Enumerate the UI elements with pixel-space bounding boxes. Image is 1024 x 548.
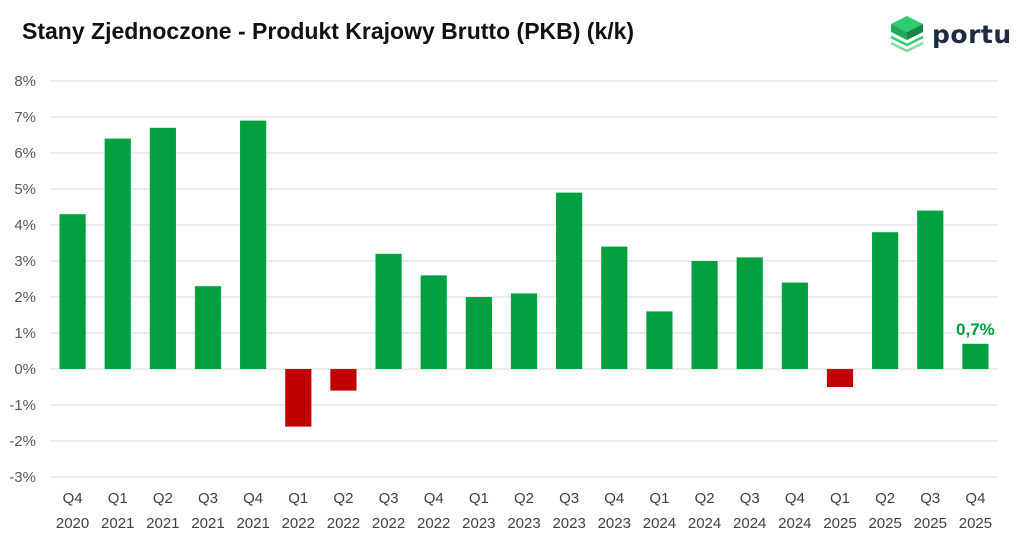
logo-text: portu	[932, 19, 1012, 49]
x-tick-label: Q2	[695, 490, 715, 507]
bar	[59, 214, 86, 369]
x-tick-label: 2025	[914, 515, 947, 532]
x-tick-label: 2023	[462, 515, 495, 532]
x-tick-label: 2024	[778, 515, 811, 532]
y-tick-label: -3%	[9, 469, 36, 486]
x-tick-label: 2021	[101, 515, 134, 532]
bar	[465, 297, 492, 369]
bar	[285, 369, 312, 427]
portu-logo: portu	[888, 14, 1012, 54]
x-tick-label: Q4	[424, 490, 444, 507]
bar	[781, 282, 808, 369]
y-tick-label: -1%	[9, 397, 36, 414]
x-tick-label: 2025	[823, 515, 856, 532]
bar	[240, 120, 267, 369]
y-tick-label: 5%	[14, 181, 36, 198]
x-tick-label: Q4	[965, 490, 985, 507]
x-tick-label: Q1	[830, 490, 850, 507]
x-tick-label: 2022	[282, 515, 315, 532]
bar	[510, 293, 538, 369]
bar	[917, 210, 944, 369]
x-tick-label: Q1	[469, 490, 489, 507]
bar	[601, 246, 628, 369]
x-tick-label: Q3	[379, 490, 399, 507]
y-tick-label: 2%	[14, 289, 36, 306]
bar	[375, 253, 402, 369]
y-tick-label: 3%	[14, 253, 36, 270]
x-tick-label: 2023	[598, 515, 631, 532]
x-tick-label: 2021	[236, 515, 269, 532]
x-tick-label: Q1	[108, 490, 128, 507]
x-tick-label: 2022	[372, 515, 405, 532]
bar	[149, 127, 176, 369]
x-tick-label: 2023	[507, 515, 540, 532]
bar	[104, 138, 131, 369]
x-tick-label: 2021	[146, 515, 179, 532]
y-tick-label: 1%	[14, 325, 36, 342]
bar	[194, 286, 222, 369]
x-tick-label: 2023	[552, 515, 585, 532]
data-label: 0,7%	[956, 320, 995, 339]
y-tick-label: 7%	[14, 109, 36, 126]
x-tick-label: 2022	[327, 515, 360, 532]
x-tick-label: 2024	[688, 515, 721, 532]
x-tick-label: Q2	[514, 490, 534, 507]
bar	[962, 343, 989, 369]
bar	[826, 369, 854, 387]
x-tick-label: 2024	[643, 515, 676, 532]
y-tick-label: 6%	[14, 145, 36, 162]
x-tick-label: 2021	[191, 515, 224, 532]
y-tick-label: -2%	[9, 433, 36, 450]
x-tick-label: Q3	[198, 490, 218, 507]
bar	[736, 257, 763, 369]
bar	[420, 275, 447, 369]
x-tick-label: Q4	[63, 490, 83, 507]
x-tick-label: Q1	[288, 490, 308, 507]
x-tick-label: Q4	[604, 490, 624, 507]
chart-title: Stany Zjednoczone - Produkt Krajowy Brut…	[22, 18, 635, 44]
x-tick-label: Q1	[649, 490, 669, 507]
x-tick-label: Q3	[559, 490, 579, 507]
y-tick-label: 8%	[14, 73, 36, 90]
y-tick-label: 0%	[14, 361, 36, 378]
bar	[556, 192, 583, 369]
x-tick-label: Q2	[153, 490, 173, 507]
x-tick-label: Q2	[333, 490, 353, 507]
bar	[330, 369, 357, 391]
bar	[646, 311, 673, 369]
x-tick-label: Q3	[740, 490, 760, 507]
y-tick-label: 4%	[14, 217, 36, 234]
x-tick-label: Q3	[920, 490, 940, 507]
bar	[872, 232, 899, 369]
x-tick-label: 2025	[959, 515, 992, 532]
bar	[691, 261, 718, 369]
x-tick-label: 2022	[417, 515, 450, 532]
x-tick-label: 2020	[56, 515, 89, 532]
x-tick-label: Q4	[243, 490, 263, 507]
x-tick-label: Q4	[785, 490, 805, 507]
x-tick-label: Q2	[875, 490, 895, 507]
x-tick-label: 2025	[868, 515, 901, 532]
x-tick-label: 2024	[733, 515, 766, 532]
layered-cube-icon	[890, 16, 924, 53]
